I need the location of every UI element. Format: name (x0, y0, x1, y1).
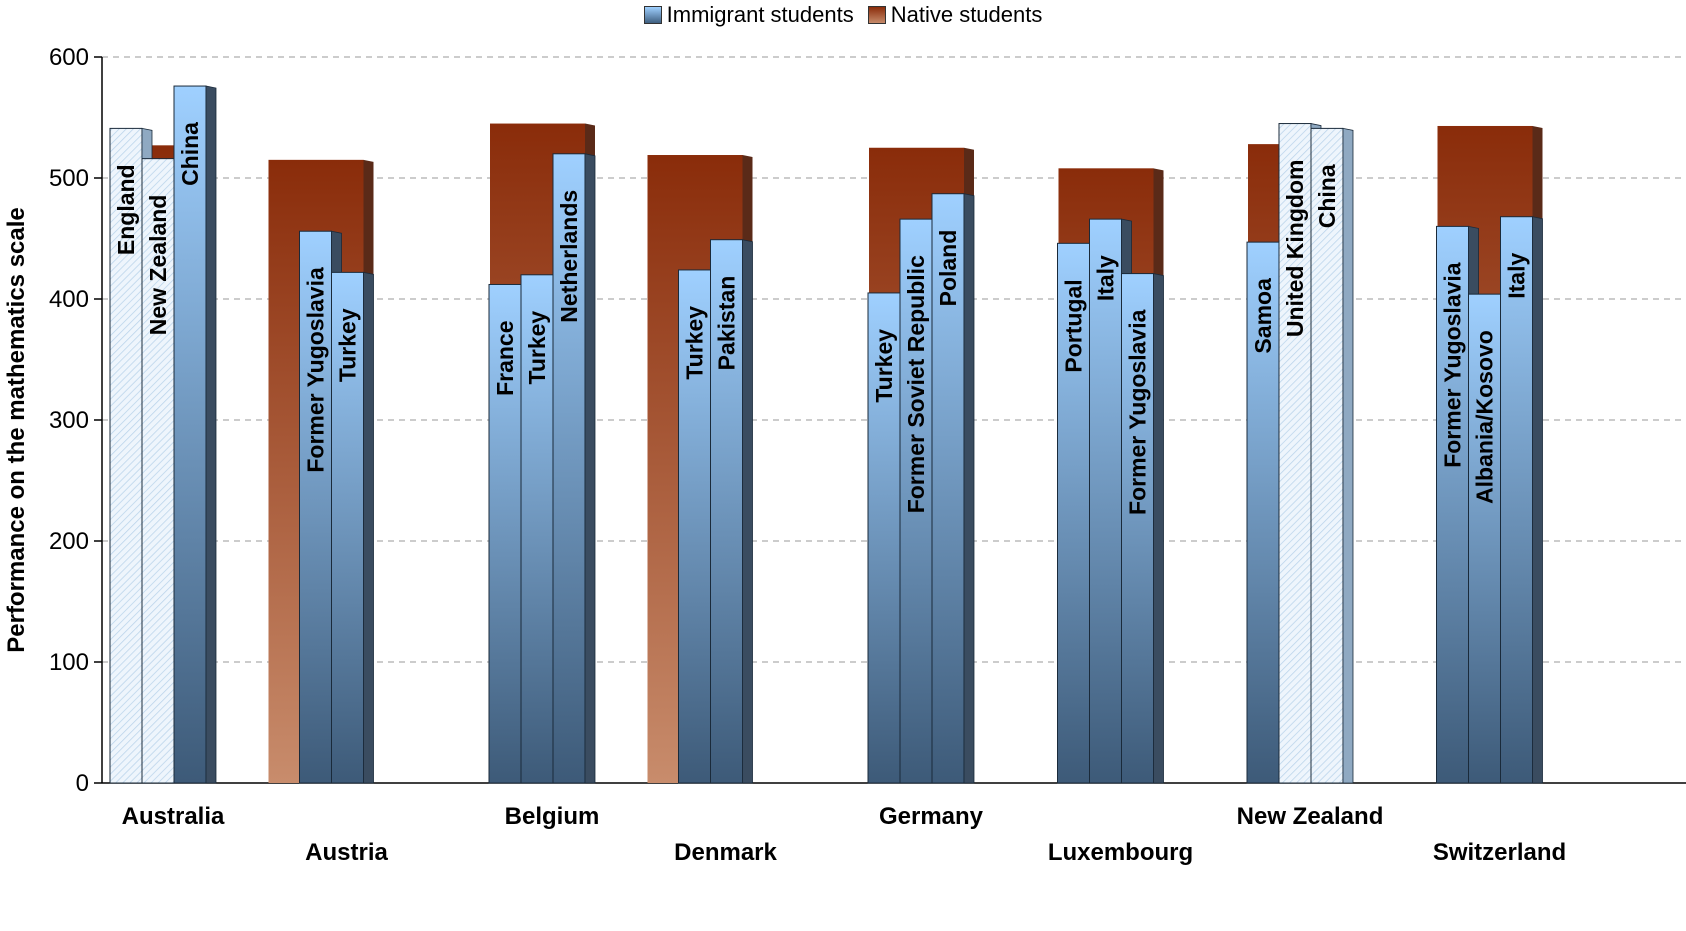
immigrant-bar-side (963, 193, 975, 784)
bar-origin-label: Turkey (524, 311, 550, 385)
y-tick-label: 0 (76, 770, 89, 797)
bar-origin-label: United Kingdom (1282, 160, 1308, 338)
bar-origin-label: Former Yugoslavia (1440, 262, 1466, 468)
bar-origin-label: Turkey (682, 306, 708, 380)
y-tick-label: 300 (49, 407, 89, 434)
bar-origin-label: Samoa (1250, 278, 1276, 354)
bar-origin-label: France (492, 320, 518, 395)
immigrant-bar (552, 153, 586, 784)
immigrant-bar (1089, 218, 1122, 784)
immigrant-bar (899, 218, 933, 784)
immigrant-bar (1500, 216, 1533, 784)
bar-origin-label: China (1314, 164, 1340, 228)
immigrant-bar (1310, 127, 1344, 784)
x-category-label: Luxembourg (1048, 839, 1193, 866)
bar-origin-label: Portugal (1061, 279, 1087, 372)
immigrant-bar (710, 239, 743, 784)
x-category-label: Austria (305, 839, 388, 866)
x-category-label: Germany (879, 803, 984, 830)
bar-origin-label: Poland (935, 230, 961, 307)
bar-origin-label: China (177, 122, 203, 186)
bar-origin-label: Netherlands (556, 190, 582, 323)
immigrant-bar-side (1342, 127, 1354, 784)
legend-label-native: Native students (890, 2, 1043, 27)
immigrant-bar (173, 85, 207, 784)
legend-swatch-native (867, 6, 886, 24)
y-tick-label: 400 (49, 286, 89, 313)
immigrant-bar (678, 269, 711, 784)
legend-swatch-immigrant (643, 6, 662, 24)
y-tick-label: 600 (49, 44, 89, 71)
bar-layer (109, 85, 1543, 784)
bar-origin-label: Albania/Kosovo (1472, 330, 1498, 504)
immigrant-bar (488, 283, 522, 784)
x-category-label: Denmark (674, 839, 777, 866)
bar-origin-label: New Zealand (145, 195, 171, 336)
immigrant-bar (109, 127, 143, 784)
immigrant-bar (141, 158, 175, 784)
immigrant-bar (1468, 293, 1501, 784)
immigrant-bar-side (1532, 216, 1543, 784)
bar-origin-label: Turkey (871, 329, 897, 403)
bar-origin-label: England (113, 164, 139, 255)
immigrant-bar-side (363, 271, 374, 784)
bar-origin-label: Former Soviet Republic (903, 255, 929, 513)
immigrant-bar (931, 193, 965, 784)
immigrant-bar-side (205, 85, 217, 784)
immigrant-bar (1121, 273, 1154, 784)
x-category-label: New Zealand (1237, 803, 1384, 830)
y-tick-label: 100 (49, 649, 89, 676)
x-category-label: Belgium (505, 803, 600, 830)
y-tick-label: 500 (49, 165, 89, 192)
legend-label-immigrant: Immigrant students (666, 2, 854, 27)
bar-origin-label: Pakistan (714, 276, 740, 371)
bar-origin-label: Turkey (335, 308, 361, 382)
immigrant-bar (1246, 241, 1280, 784)
legend-item-immigrant: Immigrant students (643, 2, 854, 28)
bar-origin-label: Italy (1093, 255, 1119, 301)
chart-legend: Immigrant students Native students (0, 0, 1686, 30)
immigrant-bar (299, 230, 332, 784)
x-category-label: Switzerland (1433, 839, 1566, 866)
immigrant-bar (520, 274, 554, 784)
immigrant-bar (1278, 123, 1312, 784)
x-category-label: Australia (122, 803, 225, 830)
immigrant-bar-side (742, 239, 753, 784)
immigrant-bar-side (584, 153, 596, 784)
bar-origin-label: Former Yugoslavia (303, 267, 329, 473)
y-axis-label: Performance on the mathematics scale (3, 207, 30, 653)
legend-item-native: Native students (867, 2, 1043, 28)
bar-origin-label: Italy (1504, 253, 1530, 299)
immigrant-bar-side (1153, 273, 1164, 784)
y-tick-label: 200 (49, 528, 89, 555)
bar-origin-label: Former Yugoslavia (1125, 309, 1151, 515)
